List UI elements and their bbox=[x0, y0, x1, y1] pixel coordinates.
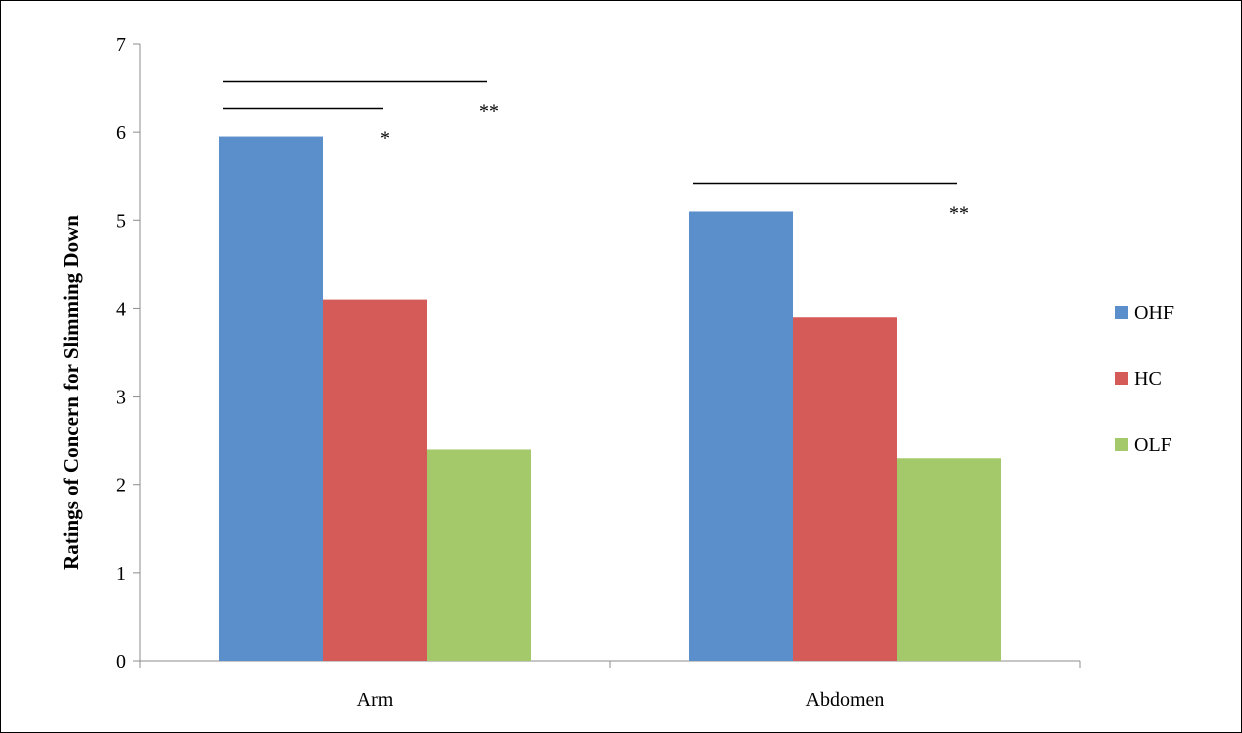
significance-marker: ** bbox=[949, 202, 969, 224]
y-tick-label: 0 bbox=[116, 651, 126, 673]
bar-olf-arm bbox=[427, 449, 531, 661]
legend-label: HC bbox=[1134, 368, 1162, 390]
bar-ohf-abdomen bbox=[689, 211, 793, 661]
bar-hc-abdomen bbox=[793, 317, 897, 661]
y-tick-label: 7 bbox=[116, 34, 126, 56]
legend-label: OHF bbox=[1134, 302, 1174, 324]
bar-ohf-arm bbox=[219, 136, 323, 662]
y-tick-label: 1 bbox=[116, 563, 126, 585]
y-tick-label: 6 bbox=[116, 122, 126, 144]
y-tick-label: 4 bbox=[116, 298, 126, 320]
legend-swatch-olf bbox=[1115, 438, 1128, 451]
legend-swatch-ohf bbox=[1115, 306, 1128, 319]
x-tick-label: Abdomen bbox=[806, 689, 885, 711]
legend-swatch-hc bbox=[1115, 372, 1128, 385]
x-tick-label: Arm bbox=[357, 689, 394, 711]
y-tick-label: 2 bbox=[116, 475, 126, 497]
y-tick-label: 5 bbox=[116, 210, 126, 232]
y-axis-label: Ratings of Concern for Slimming Down bbox=[59, 215, 83, 570]
legend-label: OLF bbox=[1134, 434, 1172, 456]
y-tick-label: 3 bbox=[116, 387, 126, 409]
bars bbox=[219, 136, 1001, 662]
bar-olf-abdomen bbox=[897, 458, 1001, 661]
legend: OHF HC OLF bbox=[1115, 302, 1174, 456]
significance-annotations: ***** bbox=[223, 80, 969, 224]
x-tick-labels: Arm Abdomen bbox=[357, 689, 885, 711]
y-tick-labels: 0 1 2 3 4 5 6 7 bbox=[116, 34, 126, 673]
significance-marker: * bbox=[380, 128, 390, 150]
bar-hc-arm bbox=[323, 299, 427, 661]
significance-marker: ** bbox=[479, 101, 499, 123]
